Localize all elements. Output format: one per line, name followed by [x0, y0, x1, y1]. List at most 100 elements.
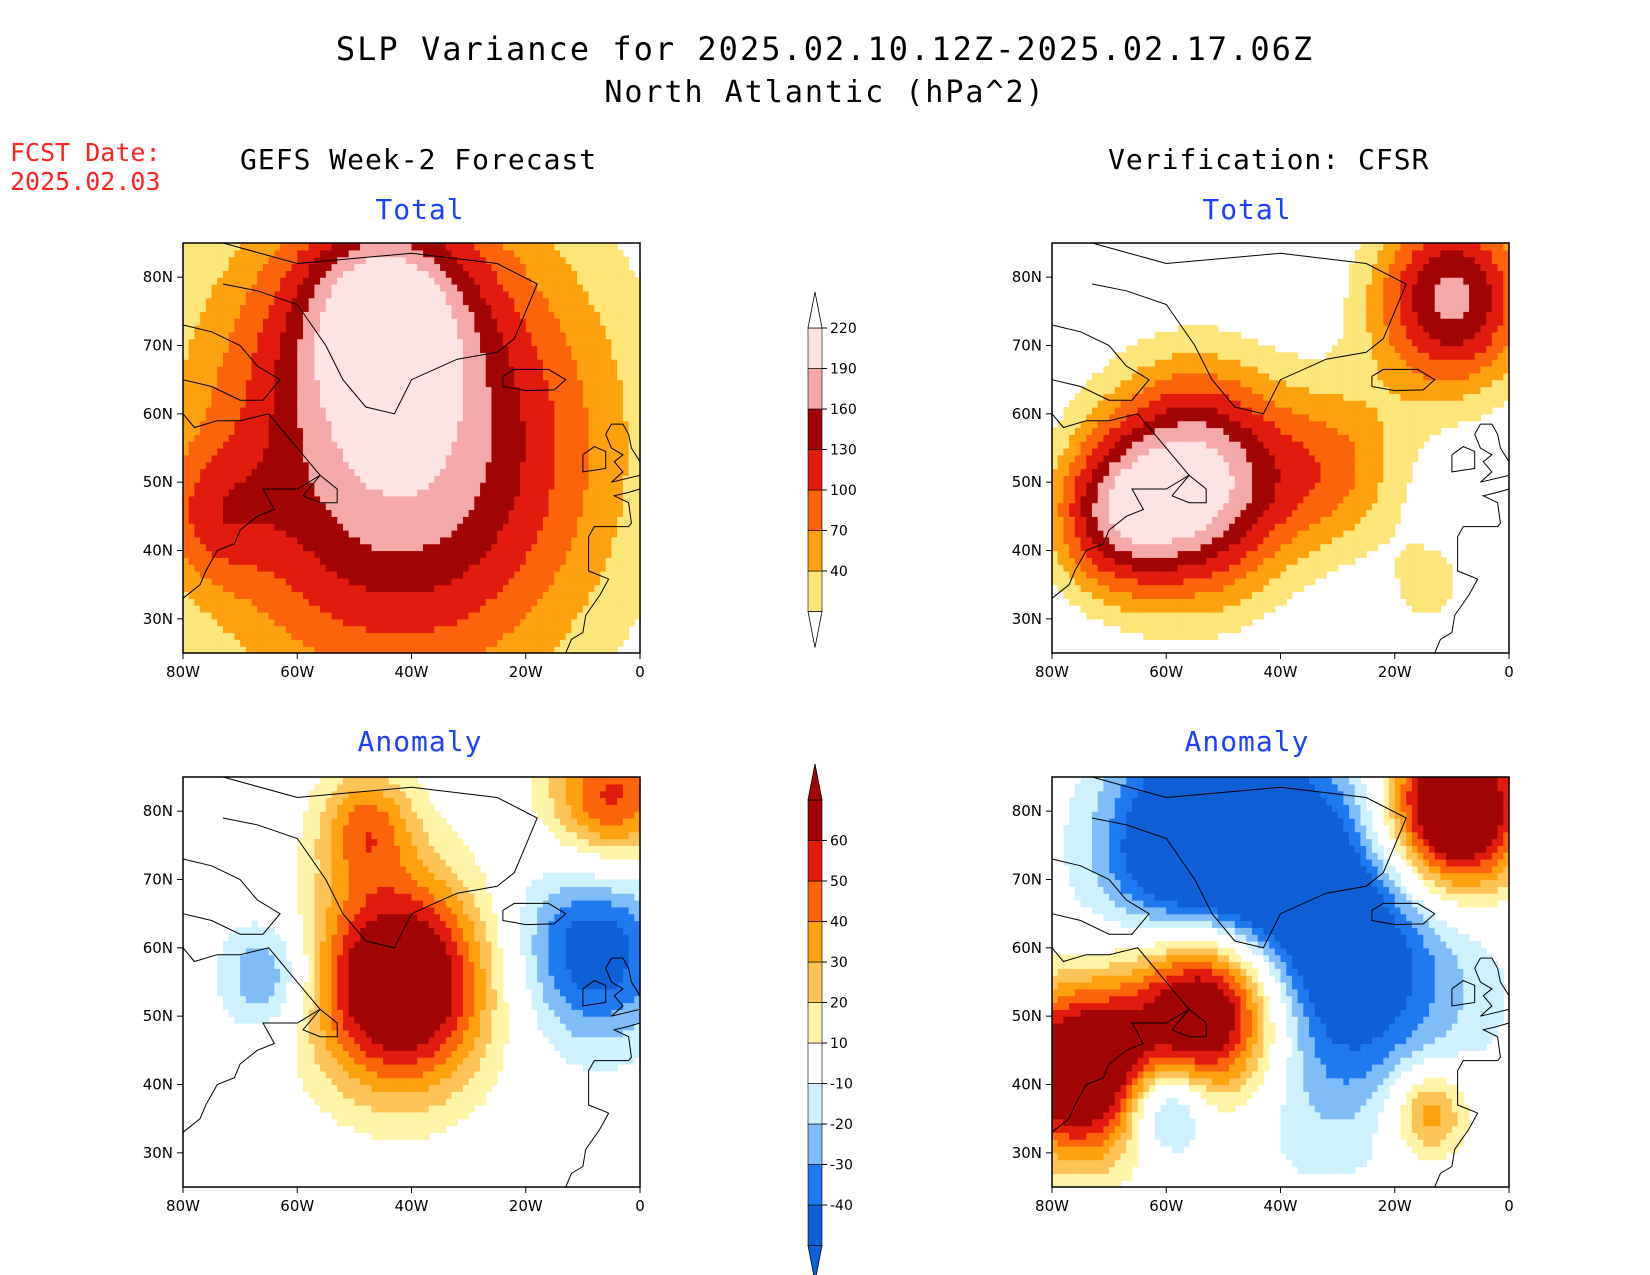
field-cell — [434, 577, 441, 586]
field-cell — [394, 331, 401, 340]
field-cell — [1057, 564, 1065, 572]
field-cell — [382, 468, 390, 476]
field-cell — [600, 290, 607, 299]
field-cell — [462, 297, 470, 306]
field-cell — [468, 516, 475, 524]
field-cell — [445, 372, 453, 381]
field-cell — [605, 502, 613, 511]
field-cell — [468, 591, 475, 599]
field-cell — [617, 297, 624, 306]
field-cell — [365, 345, 373, 353]
field-cell — [468, 359, 475, 367]
field-cell — [245, 249, 253, 258]
field-cell — [405, 530, 413, 538]
field-cell — [211, 331, 218, 340]
field-cell — [1074, 482, 1082, 490]
field-cell — [582, 311, 590, 319]
field-cell — [228, 393, 236, 401]
field-cell — [457, 612, 464, 620]
field-cell — [291, 400, 298, 408]
field-cell — [274, 625, 281, 634]
field-cell — [440, 646, 447, 654]
field-cell — [320, 256, 327, 265]
field-cell — [1057, 427, 1065, 435]
field-cell — [211, 543, 218, 552]
field-cell — [274, 536, 281, 545]
field-cell — [297, 379, 304, 388]
field-cell — [302, 379, 310, 388]
field-cell — [634, 304, 641, 312]
field-cell — [1086, 598, 1093, 606]
field-cell — [371, 325, 378, 333]
field-cell — [422, 482, 430, 490]
field-cell — [417, 502, 424, 511]
field-cell — [434, 407, 441, 415]
field-cell — [480, 482, 487, 490]
field-cell — [417, 400, 424, 408]
field-cell — [240, 325, 247, 333]
field-cell — [594, 495, 601, 504]
field-cell — [194, 543, 201, 552]
field-cell — [531, 605, 538, 613]
field-cell — [508, 270, 515, 278]
field-cell — [611, 290, 618, 299]
field-cell — [188, 256, 196, 265]
field-cell — [1063, 427, 1070, 435]
field-cell — [508, 632, 515, 640]
field-cell — [405, 577, 413, 586]
field-cell — [600, 331, 607, 340]
field-cell — [222, 345, 230, 353]
field-cell — [382, 632, 390, 640]
x-tick-label: 0 — [635, 663, 645, 681]
field-cell — [285, 284, 293, 292]
field-cell — [183, 393, 190, 401]
field-cell — [382, 420, 390, 429]
field-cell — [354, 366, 361, 374]
field-cell — [200, 530, 207, 538]
field-cell — [348, 284, 355, 292]
field-cell — [1074, 502, 1082, 511]
field-cell — [582, 413, 590, 422]
field-cell — [554, 407, 561, 415]
field-cell — [1057, 441, 1065, 449]
forecast-total-title: Total — [375, 193, 465, 226]
field-cell — [434, 318, 441, 326]
field-cell — [1057, 543, 1065, 552]
field-cell — [268, 393, 275, 401]
field-cell — [445, 530, 453, 538]
field-cell — [377, 290, 384, 299]
field-cell — [234, 352, 241, 360]
field-cell — [217, 591, 224, 599]
field-cell — [485, 516, 493, 524]
field-cell — [285, 318, 293, 326]
field-cell — [531, 489, 538, 497]
field-cell — [617, 468, 624, 476]
field-cell — [320, 270, 327, 278]
field-cell — [222, 297, 230, 306]
field-cell — [360, 441, 367, 449]
field-cell — [554, 632, 561, 640]
field-cell — [611, 318, 618, 326]
field-cell — [268, 564, 275, 572]
field-cell — [331, 352, 338, 360]
field-cell — [611, 495, 618, 504]
field-cell — [388, 618, 395, 627]
field-cell — [577, 475, 584, 483]
field-cell — [222, 277, 230, 285]
field-cell — [554, 605, 561, 613]
field-cell — [537, 516, 544, 524]
field-cell — [331, 639, 338, 647]
field-cell — [1069, 530, 1076, 538]
field-cell — [274, 550, 281, 558]
field-cell — [280, 434, 287, 442]
field-cell — [600, 530, 607, 538]
field-cell — [548, 612, 555, 620]
field-cell — [291, 284, 298, 292]
field-cell — [571, 249, 578, 258]
field-cell — [377, 468, 384, 476]
field-cell — [205, 605, 213, 613]
field-cell — [365, 605, 373, 613]
field-cell — [217, 393, 224, 401]
field-cell — [331, 468, 338, 476]
field-cell — [377, 420, 384, 429]
